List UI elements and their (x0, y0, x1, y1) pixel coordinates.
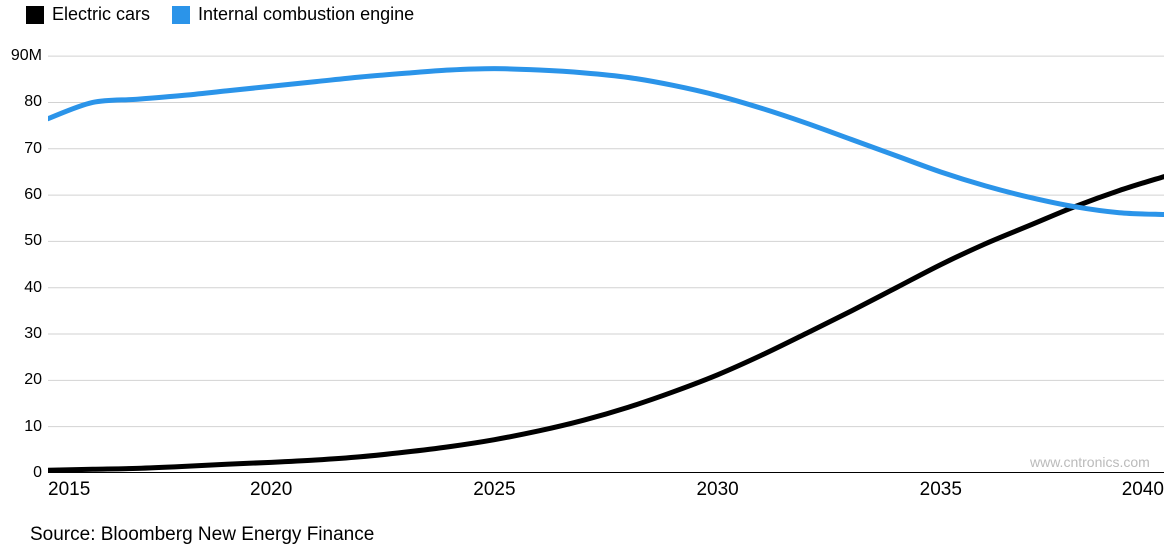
y-tick-label: 0 (0, 464, 42, 482)
y-tick-label: 10 (0, 418, 42, 436)
chart-container: Electric carsInternal combustion engine … (0, 0, 1176, 557)
series-line-ice (48, 69, 1164, 215)
legend-item-ice: Internal combustion engine (172, 4, 414, 25)
x-tick-label: 2035 (920, 479, 962, 501)
y-tick-label: 40 (0, 279, 42, 297)
legend-swatch-ice (172, 6, 190, 24)
x-tick-label: 2020 (250, 479, 292, 501)
x-tick-label: 2040 (1122, 479, 1164, 501)
y-tick-label: 50 (0, 232, 42, 250)
legend-swatch-electric (26, 6, 44, 24)
y-tick-label: 30 (0, 325, 42, 343)
chart-svg (48, 33, 1164, 473)
watermark: www.cntronics.com (1030, 454, 1150, 470)
plot-area (48, 33, 1164, 473)
x-tick-label: 2025 (473, 479, 515, 501)
legend-item-electric: Electric cars (26, 4, 150, 25)
y-tick-label: 60 (0, 186, 42, 204)
series-line-electric (48, 177, 1164, 471)
y-tick-label: 70 (0, 140, 42, 158)
y-tick-label: 80 (0, 93, 42, 111)
y-tick-label: 90M (0, 47, 42, 65)
x-tick-label: 2015 (48, 479, 90, 501)
y-tick-label: 20 (0, 371, 42, 389)
x-tick-label: 2030 (696, 479, 738, 501)
legend: Electric cars Internal combustion engine (26, 4, 414, 25)
legend-label-ice: Internal combustion engine (198, 4, 414, 25)
chart-source: Source: Bloomberg New Energy Finance (30, 524, 374, 546)
legend-label-electric: Electric cars (52, 4, 150, 25)
